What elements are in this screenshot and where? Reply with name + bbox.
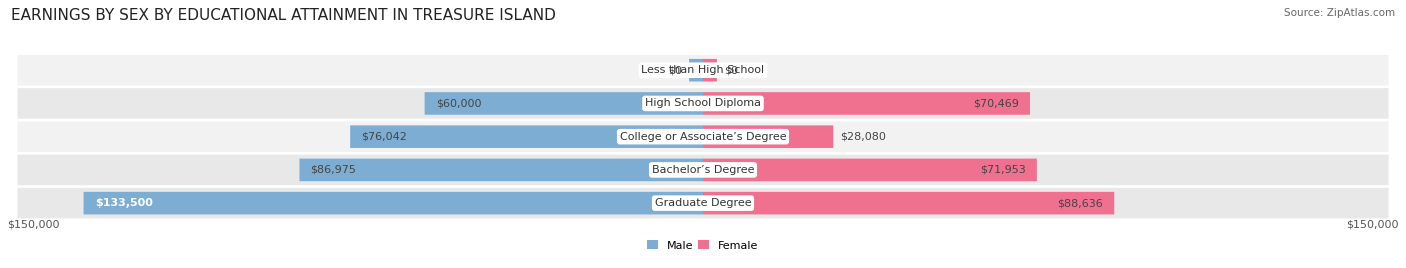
FancyBboxPatch shape bbox=[17, 155, 1389, 185]
FancyBboxPatch shape bbox=[83, 192, 703, 214]
Text: $150,000: $150,000 bbox=[7, 220, 59, 230]
Text: $28,080: $28,080 bbox=[841, 132, 886, 142]
Text: $76,042: $76,042 bbox=[361, 132, 408, 142]
FancyBboxPatch shape bbox=[703, 192, 1114, 214]
FancyBboxPatch shape bbox=[17, 55, 1389, 85]
FancyBboxPatch shape bbox=[299, 159, 703, 181]
Text: High School Diploma: High School Diploma bbox=[645, 98, 761, 109]
FancyBboxPatch shape bbox=[689, 59, 703, 81]
FancyBboxPatch shape bbox=[703, 92, 1031, 115]
Text: $0: $0 bbox=[724, 65, 738, 75]
Text: Graduate Degree: Graduate Degree bbox=[655, 198, 751, 208]
Text: Bachelor’s Degree: Bachelor’s Degree bbox=[652, 165, 754, 175]
Text: Less than High School: Less than High School bbox=[641, 65, 765, 75]
Text: Source: ZipAtlas.com: Source: ZipAtlas.com bbox=[1284, 8, 1395, 18]
FancyBboxPatch shape bbox=[703, 125, 834, 148]
FancyBboxPatch shape bbox=[703, 159, 1036, 181]
FancyBboxPatch shape bbox=[17, 188, 1389, 218]
Text: $0: $0 bbox=[668, 65, 682, 75]
FancyBboxPatch shape bbox=[703, 59, 717, 81]
Legend: Male, Female: Male, Female bbox=[647, 240, 759, 251]
Text: $71,953: $71,953 bbox=[980, 165, 1026, 175]
Text: $70,469: $70,469 bbox=[973, 98, 1019, 109]
Text: College or Associate’s Degree: College or Associate’s Degree bbox=[620, 132, 786, 142]
Text: $86,975: $86,975 bbox=[311, 165, 357, 175]
Text: $150,000: $150,000 bbox=[1347, 220, 1399, 230]
Text: $88,636: $88,636 bbox=[1057, 198, 1104, 208]
FancyBboxPatch shape bbox=[17, 88, 1389, 119]
Text: $60,000: $60,000 bbox=[436, 98, 481, 109]
Text: EARNINGS BY SEX BY EDUCATIONAL ATTAINMENT IN TREASURE ISLAND: EARNINGS BY SEX BY EDUCATIONAL ATTAINMEN… bbox=[11, 8, 557, 23]
FancyBboxPatch shape bbox=[17, 121, 1389, 152]
FancyBboxPatch shape bbox=[425, 92, 703, 115]
Text: $133,500: $133,500 bbox=[94, 198, 153, 208]
FancyBboxPatch shape bbox=[350, 125, 703, 148]
